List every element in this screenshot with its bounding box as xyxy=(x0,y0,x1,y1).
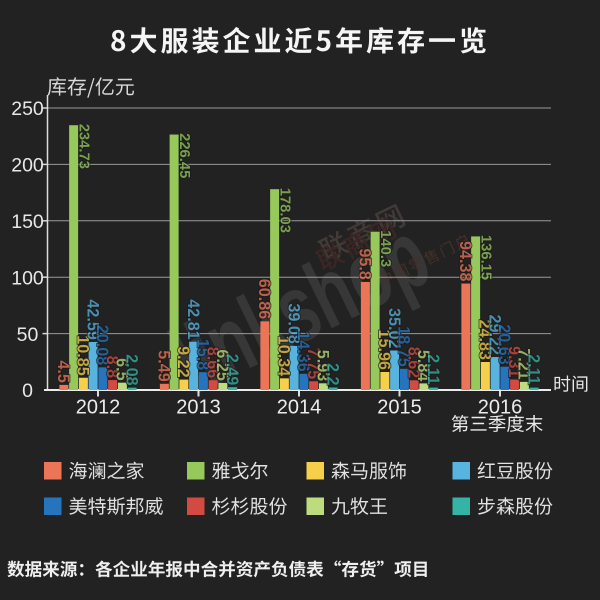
svg-text:8.66: 8.66 xyxy=(203,347,221,379)
svg-text:42.81: 42.81 xyxy=(184,299,202,340)
svg-text:8.8: 8.8 xyxy=(103,356,121,379)
svg-text:6.25: 6.25 xyxy=(213,349,231,381)
svg-text:4.5: 4.5 xyxy=(54,360,72,383)
svg-text:178.03: 178.03 xyxy=(277,188,293,233)
svg-text:14.36: 14.36 xyxy=(294,331,312,372)
svg-text:8.62: 8.62 xyxy=(404,347,422,379)
svg-text:7.21: 7.21 xyxy=(515,348,533,380)
svg-text:39.08: 39.08 xyxy=(284,303,302,344)
svg-text:2.49: 2.49 xyxy=(223,354,241,386)
svg-text:100: 100 xyxy=(11,267,44,289)
svg-text:5.93: 5.93 xyxy=(314,350,332,382)
svg-text:2012: 2012 xyxy=(76,397,121,419)
svg-text:29.22: 29.22 xyxy=(485,315,503,356)
svg-text:18.75: 18.75 xyxy=(395,326,413,367)
svg-text:20.08: 20.08 xyxy=(93,325,111,366)
svg-text:20.63: 20.63 xyxy=(495,324,513,365)
svg-text:24.83: 24.83 xyxy=(476,320,494,361)
svg-text:2.11: 2.11 xyxy=(424,354,442,385)
svg-text:6.5: 6.5 xyxy=(113,358,131,381)
svg-text:136.15: 136.15 xyxy=(478,235,494,280)
svg-text:2015: 2015 xyxy=(377,397,422,419)
svg-text:0: 0 xyxy=(22,380,33,402)
svg-text:9.22: 9.22 xyxy=(174,346,192,378)
svg-text:234.73: 234.73 xyxy=(76,124,92,169)
svg-text:2.11: 2.11 xyxy=(524,354,542,385)
svg-text:9.31: 9.31 xyxy=(505,346,523,378)
svg-text:15.8: 15.8 xyxy=(194,339,212,371)
svg-text:2014: 2014 xyxy=(277,397,322,419)
svg-text:10.34: 10.34 xyxy=(275,336,293,377)
svg-text:42.59: 42.59 xyxy=(83,299,101,340)
svg-text:2.2: 2.2 xyxy=(323,363,341,386)
svg-text:250: 250 xyxy=(11,98,44,120)
svg-text:94.38: 94.38 xyxy=(456,241,474,282)
svg-text:15.96: 15.96 xyxy=(375,330,393,371)
svg-text:226.45: 226.45 xyxy=(176,133,192,178)
svg-text:2016: 2016 xyxy=(478,397,523,419)
svg-text:5.49: 5.49 xyxy=(155,350,173,382)
svg-text:95.8: 95.8 xyxy=(356,248,374,280)
svg-text:2.08: 2.08 xyxy=(122,354,140,386)
svg-text:60.86: 60.86 xyxy=(255,279,273,320)
svg-text:7.75: 7.75 xyxy=(304,348,322,380)
svg-text:5.84: 5.84 xyxy=(414,350,432,382)
svg-text:50: 50 xyxy=(17,324,39,346)
svg-text:200: 200 xyxy=(11,155,44,177)
svg-text:35.02: 35.02 xyxy=(385,308,403,349)
svg-text:10.85: 10.85 xyxy=(74,335,92,376)
svg-text:140.3: 140.3 xyxy=(377,230,393,267)
svg-text:2013: 2013 xyxy=(176,397,221,419)
svg-text:150: 150 xyxy=(11,211,44,233)
